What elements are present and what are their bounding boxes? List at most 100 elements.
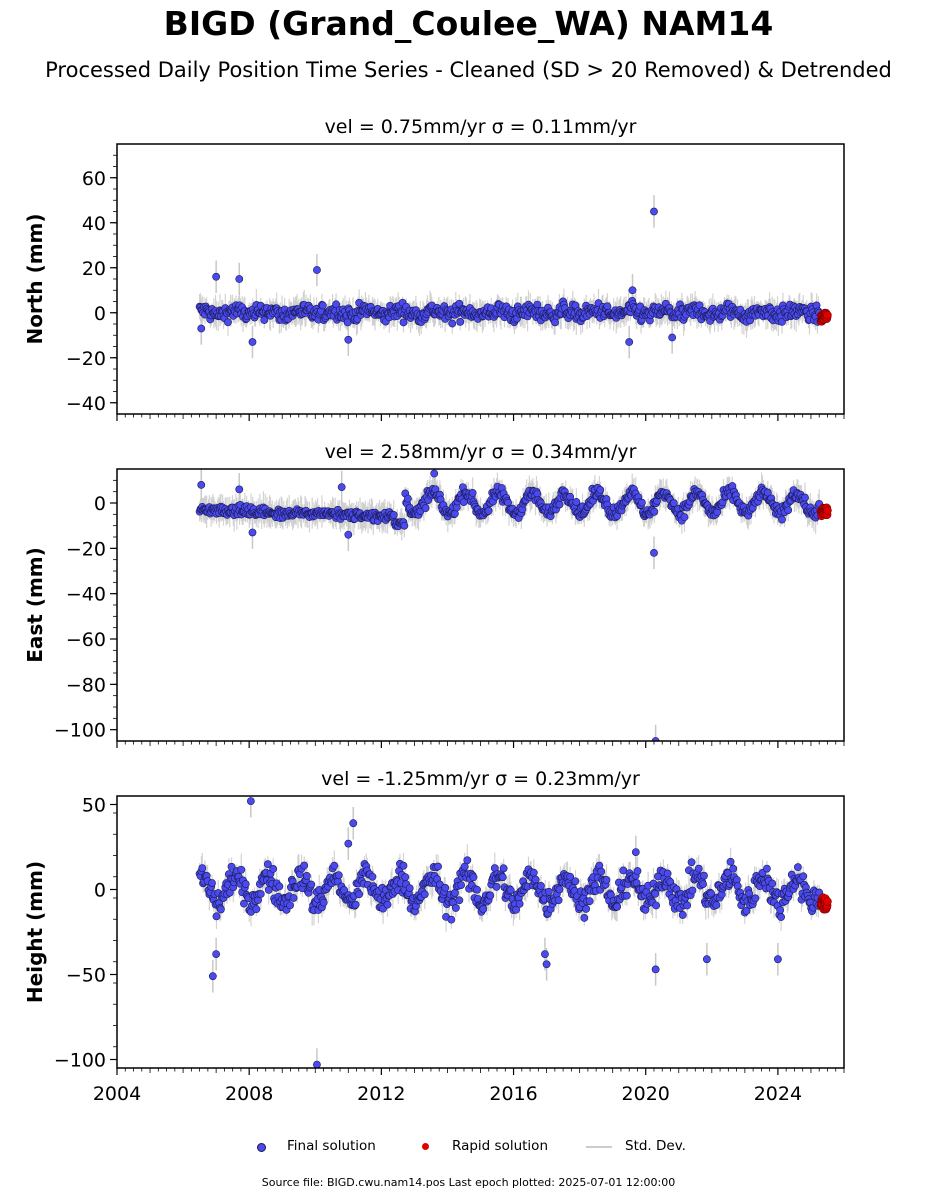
data-point bbox=[383, 900, 392, 909]
data-point bbox=[652, 901, 661, 910]
data-point bbox=[421, 504, 430, 512]
yticks-east: −100 −80 −60 −40 −20 0 bbox=[54, 479, 117, 742]
data-point bbox=[687, 858, 696, 867]
data-point bbox=[340, 886, 348, 894]
data-point bbox=[633, 867, 642, 875]
data-point bbox=[448, 319, 457, 328]
outlier-point bbox=[313, 266, 321, 274]
data-point bbox=[227, 862, 236, 871]
outlier-point bbox=[313, 1060, 321, 1068]
data-point bbox=[319, 898, 328, 907]
data-point bbox=[663, 869, 672, 878]
ytick-label: −40 bbox=[66, 393, 106, 415]
data-point bbox=[307, 880, 316, 889]
data-point bbox=[318, 301, 327, 310]
ytick-label: 0 bbox=[94, 880, 106, 902]
data-point bbox=[571, 877, 580, 886]
data-point bbox=[566, 872, 575, 881]
data-point bbox=[368, 872, 377, 881]
data-height bbox=[195, 796, 832, 1068]
ytick-label: 60 bbox=[82, 168, 106, 190]
data-point bbox=[469, 873, 478, 882]
data-point bbox=[729, 864, 738, 873]
data-point bbox=[778, 515, 786, 524]
outlier-point bbox=[542, 960, 551, 969]
data-point bbox=[492, 882, 501, 891]
data-point bbox=[580, 914, 589, 922]
legend-std-label: Std. Dev. bbox=[625, 1138, 686, 1154]
outlier-point bbox=[668, 333, 677, 342]
ylabel-height: Height (mm) bbox=[23, 861, 47, 1003]
data-point bbox=[555, 500, 564, 509]
source-note: Source file: BIGD.cwu.nam14.pos Last epo… bbox=[261, 1176, 676, 1189]
data-point bbox=[707, 889, 715, 898]
data-point bbox=[515, 899, 524, 908]
data-point bbox=[405, 884, 414, 893]
data-point bbox=[582, 905, 590, 913]
data-point bbox=[529, 868, 538, 877]
data-point bbox=[224, 318, 232, 327]
data-point bbox=[456, 317, 465, 326]
data-point bbox=[512, 905, 520, 914]
data-point bbox=[784, 506, 793, 515]
series-rapid-height bbox=[816, 893, 832, 914]
outlier-point bbox=[337, 483, 346, 492]
data-point bbox=[768, 879, 777, 888]
data-point bbox=[638, 498, 646, 507]
data-point bbox=[463, 856, 472, 865]
outlier-point bbox=[248, 338, 257, 346]
rapid-point bbox=[823, 897, 832, 906]
outlier-point bbox=[197, 324, 206, 333]
data-point bbox=[216, 905, 225, 914]
xticks-height: 2004 2008 2012 2016 2020 2024 bbox=[93, 1068, 845, 1105]
axes-frame-height bbox=[116, 795, 845, 1069]
chart-title: BIGD (Grand_Coulee_WA) NAM14 bbox=[163, 4, 774, 43]
legend-std-line bbox=[586, 1146, 612, 1148]
data-point bbox=[484, 506, 493, 515]
data-point bbox=[479, 905, 488, 913]
legend-rapid-marker bbox=[422, 1143, 429, 1150]
data-point bbox=[585, 897, 594, 905]
series-final-north bbox=[195, 195, 824, 359]
ytick-label: −100 bbox=[54, 720, 106, 742]
data-point bbox=[498, 873, 507, 882]
outlier-point bbox=[235, 275, 244, 283]
outlier-point bbox=[651, 965, 660, 974]
points-east bbox=[195, 469, 824, 741]
data-point bbox=[678, 911, 687, 919]
ytick-label: −40 bbox=[66, 584, 106, 606]
ytick-label: −80 bbox=[66, 674, 106, 696]
data-point bbox=[241, 880, 250, 888]
stddev-height bbox=[199, 796, 820, 1068]
data-point bbox=[332, 300, 341, 309]
outlier-point bbox=[344, 839, 353, 848]
xtick-label: 2004 bbox=[93, 1083, 141, 1105]
data-point bbox=[763, 488, 772, 497]
data-point bbox=[451, 888, 459, 897]
data-point bbox=[596, 486, 605, 494]
data-point bbox=[688, 886, 697, 895]
data-point bbox=[399, 318, 408, 327]
data-point bbox=[554, 896, 563, 905]
series-rapid-north bbox=[816, 308, 832, 326]
data-point bbox=[302, 871, 311, 880]
data-point bbox=[225, 888, 234, 897]
outlier-point bbox=[631, 848, 640, 856]
data-point bbox=[742, 907, 751, 915]
ytick-label: −50 bbox=[66, 965, 106, 987]
rapid-point bbox=[823, 310, 832, 320]
data-east bbox=[195, 469, 832, 741]
data-point bbox=[434, 862, 442, 871]
data-point bbox=[700, 871, 708, 880]
yticks-north: −40 −20 0 20 40 60 bbox=[66, 154, 117, 415]
data-north bbox=[195, 195, 832, 359]
xtick-label: 2008 bbox=[225, 1083, 273, 1105]
data-point bbox=[613, 902, 622, 911]
data-point bbox=[683, 901, 692, 910]
data-point bbox=[198, 864, 207, 873]
legend-std: Std. Dev. bbox=[586, 1136, 686, 1156]
ytick-label: 0 bbox=[94, 493, 106, 515]
data-point bbox=[712, 901, 721, 910]
xtick-label: 2020 bbox=[622, 1083, 670, 1105]
data-point bbox=[404, 494, 412, 503]
